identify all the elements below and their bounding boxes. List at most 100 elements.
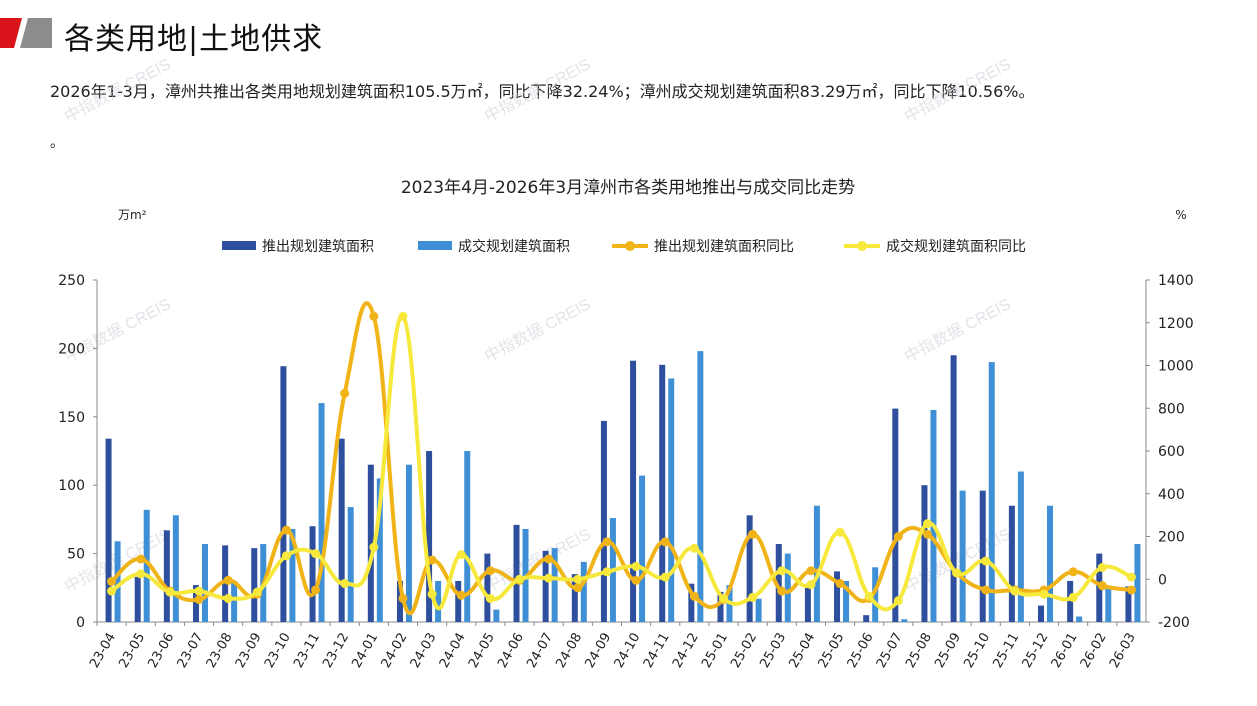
supply-yoy-point: [369, 311, 379, 321]
supply-yoy-point: [660, 537, 670, 547]
legend-deal-line: 成交规划建筑面积同比: [844, 238, 1026, 255]
deal-yoy-point: [281, 551, 291, 561]
supply-yoy-point: [835, 579, 845, 589]
supply-yoy-point: [136, 554, 146, 564]
right-axis-unit: %: [1175, 208, 1186, 222]
supply-area-bar: [1067, 580, 1074, 622]
legend-swatch-marker: [857, 241, 867, 251]
supply-area-bar: [863, 615, 870, 622]
deal-area-bar: [551, 548, 558, 622]
x-tick-label: 23-07: [175, 631, 207, 671]
supply-yoy-point: [427, 555, 437, 565]
supply-area-bar: [950, 355, 957, 622]
supply-area-bar: [513, 524, 520, 622]
deal-yoy-point: [165, 587, 175, 597]
legend-swatch: [222, 241, 256, 250]
logo-red-shape: [0, 18, 22, 48]
supply-area-bar: [1125, 586, 1132, 622]
deal-yoy-point: [660, 572, 670, 582]
watermark-text: 中指数据 CREIS: [902, 295, 1014, 366]
x-tick-label: 24-02: [379, 631, 411, 671]
deal-area-bar: [639, 475, 646, 622]
deal-area-bar: [1105, 586, 1112, 622]
deal-yoy-point: [369, 542, 379, 552]
supply-yoy-point: [777, 586, 787, 596]
supply-area-bar: [542, 550, 549, 622]
deal-yoy-point: [340, 579, 350, 589]
deal-area-bar: [1017, 471, 1024, 622]
left-tick-label: 200: [58, 341, 85, 357]
bar-series: [105, 351, 1141, 622]
supply-area-bar: [163, 530, 170, 622]
x-tick-label: 25-09: [932, 631, 964, 671]
x-tick-label: 26-03: [1107, 631, 1139, 671]
left-tick-label: 0: [76, 615, 85, 631]
x-tick-label: 24-10: [612, 631, 644, 671]
supply-yoy-point: [893, 532, 903, 541]
summary-text: 2026年1-3月，漳州共推出各类用地规划建筑面积105.5万㎡，同比下降32.…: [50, 82, 1035, 101]
deal-area-bar: [784, 553, 791, 622]
stray-punctuation: 。: [50, 135, 64, 151]
deal-yoy-point: [485, 593, 495, 603]
supply-yoy-point: [281, 525, 291, 535]
deal-yoy-point: [893, 596, 903, 606]
deal-yoy-point: [573, 574, 583, 584]
deal-area-bar: [988, 362, 995, 622]
supply-yoy-point: [398, 593, 408, 603]
x-tick-label: 24-09: [583, 631, 615, 671]
x-tick-label: 25-03: [757, 631, 789, 671]
deal-yoy-point: [777, 566, 787, 576]
supply-area-bar: [367, 464, 374, 622]
watermark-text: 中指数据 CREIS: [482, 295, 594, 366]
deal-yoy-point: [1126, 572, 1136, 582]
right-tick-label: 1200: [1158, 316, 1194, 332]
deal-yoy-point: [689, 543, 699, 553]
x-tick-label: 23-10: [262, 631, 294, 671]
deal-yoy-point: [718, 593, 728, 603]
supply-area-bar: [105, 438, 112, 622]
right-tick-label: 800: [1158, 401, 1185, 417]
supply-yoy-point: [485, 566, 495, 576]
deal-area-bar: [959, 490, 966, 622]
deal-area-bar: [435, 580, 442, 622]
deal-yoy-point: [456, 550, 466, 560]
x-tick-label: 26-01: [1049, 631, 1081, 671]
supply-yoy-point: [922, 529, 932, 539]
deal-yoy-point: [252, 587, 262, 597]
supply-yoy-point: [1068, 567, 1078, 577]
supply-area-bar: [630, 360, 637, 622]
deal-yoy-point: [1068, 592, 1078, 602]
deal-yoy-point: [515, 574, 525, 584]
supply-area-bar: [1038, 605, 1045, 622]
x-tick-label: 26-02: [1078, 631, 1110, 671]
supply-area-bar: [717, 591, 724, 622]
x-tick-label: 23-04: [87, 631, 119, 671]
x-tick-label: 23-05: [116, 631, 148, 671]
supply-yoy-point: [602, 537, 612, 547]
deal-area-bar: [1076, 616, 1083, 622]
deal-yoy-point: [1010, 586, 1020, 596]
supply-area-bar: [571, 574, 578, 622]
deal-area-bar: [114, 541, 121, 622]
deal-yoy-line: [110, 314, 1133, 612]
legend-supply-bar: 推出规划建筑面积: [222, 239, 374, 255]
deal-area-bar: [464, 451, 471, 622]
supply-yoy-point: [1097, 581, 1107, 591]
x-tick-label: 24-12: [670, 631, 702, 671]
deal-area-bar: [755, 598, 762, 622]
deal-yoy-point: [748, 592, 758, 602]
x-tick-label: 25-05: [816, 631, 848, 671]
deal-area-bar: [289, 528, 296, 622]
x-tick-label: 24-03: [408, 631, 440, 671]
x-tick-label: 25-10: [961, 631, 993, 671]
x-tick-label: 24-07: [524, 631, 556, 671]
supply-yoy-point: [806, 566, 816, 576]
deal-yoy-point: [1039, 589, 1049, 599]
deal-area-bar: [201, 544, 208, 622]
deal-area-bar: [231, 580, 238, 622]
deal-yoy-point: [223, 593, 233, 603]
x-tick-label: 25-02: [728, 631, 760, 671]
supply-area-bar: [134, 576, 141, 622]
x-tick-label: 24-08: [553, 631, 585, 671]
left-tick-label: 50: [67, 547, 85, 563]
